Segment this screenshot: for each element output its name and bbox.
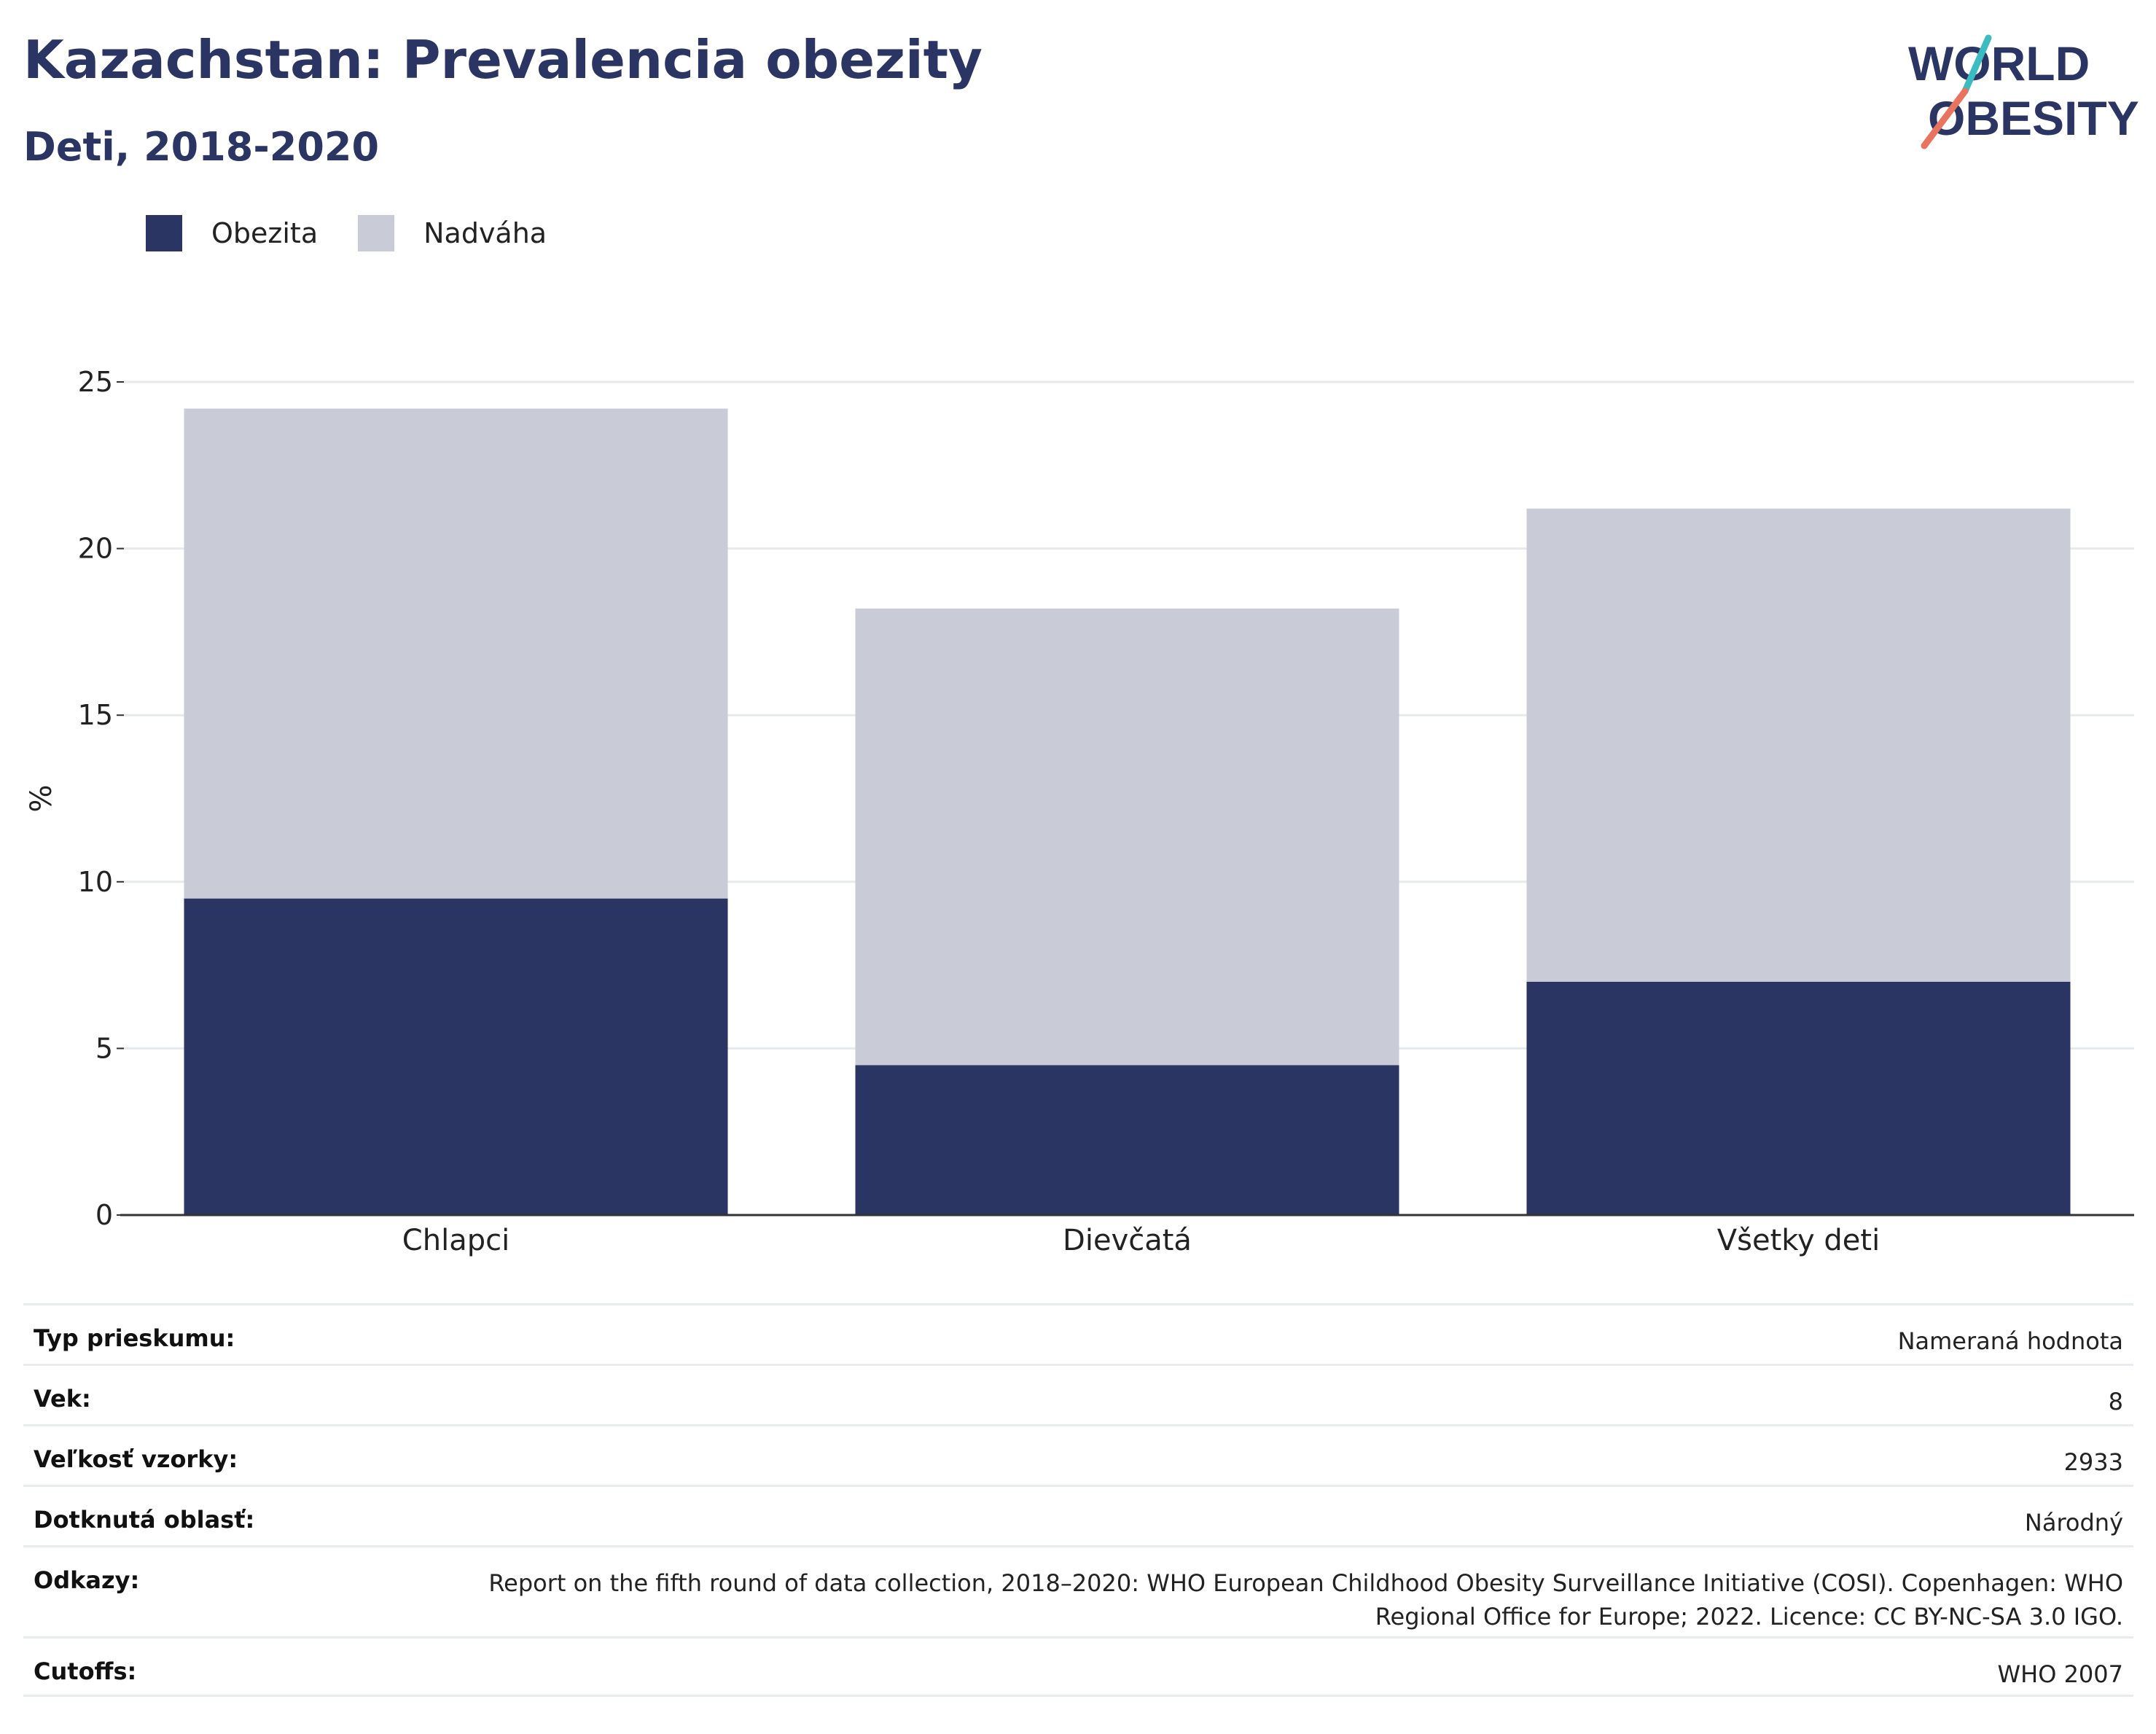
info-value: Report on the fifth round of data collec… xyxy=(488,1569,2123,1630)
bar-obesity xyxy=(184,898,728,1215)
x-tick-label: Dievčatá xyxy=(1063,1224,1192,1257)
info-label: Cutoffs: xyxy=(34,1657,137,1685)
y-axis-label: % xyxy=(25,784,58,812)
info-row-cutoffs: Cutoffs: WHO 2007 xyxy=(23,1636,2133,1697)
bar-overweight xyxy=(855,608,1399,1066)
info-label: Dotknutá oblasť: xyxy=(34,1506,255,1534)
x-tick-label: Chlapci xyxy=(402,1224,509,1257)
bar-overweight xyxy=(184,408,728,899)
legend-item-overweight: Nadváha xyxy=(358,215,547,251)
legend-swatch-overweight xyxy=(358,215,395,251)
logo-slash-coral xyxy=(1921,87,1969,149)
y-tick-label: 0 xyxy=(95,1199,113,1231)
info-value: 2933 xyxy=(2063,1448,2123,1476)
bar-overweight xyxy=(1526,508,2071,982)
legend: Obezita Nadváha xyxy=(146,215,587,251)
chart-title: Kazachstan: Prevalencia obezity xyxy=(23,29,983,90)
logo-line-2: OBESITY xyxy=(1928,91,2139,145)
info-value: Národný xyxy=(2024,1509,2123,1536)
info-label: Vek: xyxy=(34,1385,91,1413)
bar-obesity xyxy=(855,1065,1399,1215)
legend-swatch-obesity xyxy=(146,215,182,251)
info-row-sample-size: Veľkosť vzorky: 2933 xyxy=(23,1424,2133,1485)
info-table: Typ prieskumu: Nameraná hodnota Vek: 8 V… xyxy=(23,1303,2133,1697)
info-row-age: Vek: 8 xyxy=(23,1364,2133,1424)
legend-item-obesity: Obezita xyxy=(146,215,318,251)
chart-subtitle: Deti, 2018-2020 xyxy=(23,124,380,170)
stacked-bar-chart: 0 5 10 15 20 25% Chlapci Dievčatá Všetky deti xyxy=(25,366,2134,1257)
y-tick-label: 20 xyxy=(78,533,113,565)
info-value: Nameraná hodnota xyxy=(1897,1327,2123,1355)
legend-label-obesity: Obezita xyxy=(211,217,319,249)
y-tick-label: 25 xyxy=(78,366,113,398)
y-tick-label: 10 xyxy=(78,866,113,898)
y-tick-label: 5 xyxy=(95,1032,113,1064)
logo-line-1: WORLD xyxy=(1908,36,2090,90)
y-tick-label: 15 xyxy=(78,699,113,731)
world-obesity-logo: WORLD OBESITY xyxy=(1908,34,2139,149)
info-label: Typ prieskumu: xyxy=(34,1324,235,1352)
info-row-survey-type: Typ prieskumu: Nameraná hodnota xyxy=(23,1303,2133,1364)
info-value: 8 xyxy=(2108,1388,2123,1415)
info-row-references: Odkazy: Report on the fifth round of dat… xyxy=(23,1545,2133,1636)
legend-label-overweight: Nadváha xyxy=(423,217,547,249)
info-label: Odkazy: xyxy=(34,1566,140,1594)
info-label: Veľkosť vzorky: xyxy=(34,1445,238,1473)
logo-slash-teal xyxy=(1961,34,1992,95)
info-row-area: Dotknutá oblasť: Národný xyxy=(23,1485,2133,1545)
bar-obesity xyxy=(1526,981,2071,1215)
info-value: WHO 2007 xyxy=(1997,1660,2124,1688)
x-tick-label: Všetky deti xyxy=(1717,1224,1880,1257)
